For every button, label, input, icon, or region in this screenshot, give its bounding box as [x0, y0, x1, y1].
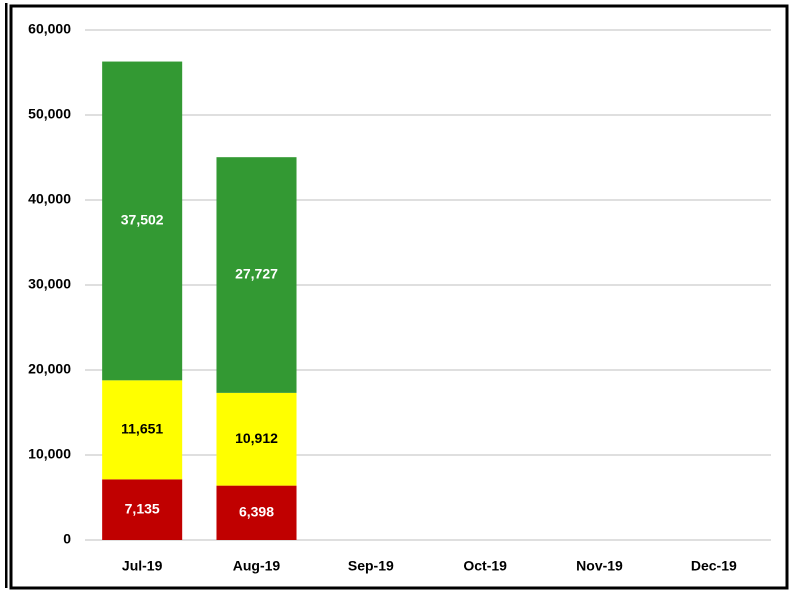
- x-tick-label: Aug-19: [233, 558, 281, 574]
- bar-segment: [102, 479, 183, 540]
- y-tick-label: 10,000: [28, 446, 71, 462]
- y-tick-label: 50,000: [28, 106, 71, 122]
- data-label: 37,502: [121, 212, 164, 228]
- bar-segment: [216, 485, 297, 540]
- y-tick-label: 20,000: [28, 361, 71, 377]
- data-label: 7,135: [125, 500, 160, 516]
- x-tick-label: Sep-19: [348, 558, 394, 574]
- data-label: 10,912: [235, 430, 278, 446]
- y-tick-label: 40,000: [28, 191, 71, 207]
- y-tick-label: 0: [63, 531, 71, 547]
- x-tick-label: Jul-19: [122, 558, 163, 574]
- x-tick-label: Oct-19: [463, 558, 507, 574]
- y-tick-label: 60,000: [28, 21, 71, 37]
- data-label: 11,651: [121, 421, 163, 437]
- x-tick-label: Dec-19: [691, 558, 737, 574]
- bar-segment: [216, 157, 297, 393]
- data-label: 27,727: [235, 266, 278, 282]
- edge: [5, 3, 8, 588]
- bar-segment: [102, 61, 183, 381]
- y-tick-label: 30,000: [28, 276, 71, 292]
- bar-segment: [216, 392, 297, 486]
- x-tick-label: Nov-19: [576, 558, 623, 574]
- data-label: 6,398: [239, 504, 274, 520]
- bar-segment: [102, 380, 183, 480]
